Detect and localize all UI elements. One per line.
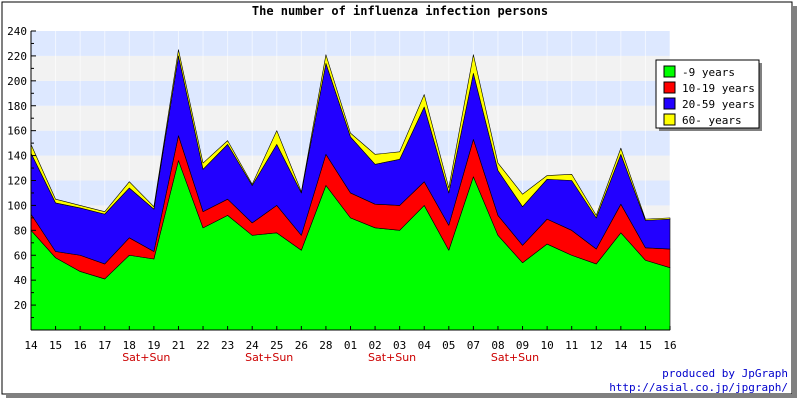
y-tick-label: 140 [7,150,27,163]
legend-swatch [663,113,676,126]
x-tick-label: 25 [270,339,283,352]
y-tick-label: 120 [7,175,27,188]
x-tick-label: 28 [319,339,332,352]
weekend-label: Sat+Sun [368,351,416,364]
weekend-label: Sat+Sun [122,351,170,364]
x-tick-label: 14 [614,339,628,352]
x-tick-label: 14 [24,339,38,352]
frame-shadow-bottom [6,394,797,398]
legend-swatch [663,65,676,78]
y-tick-label: 40 [14,274,27,287]
x-tick-label: 15 [49,339,62,352]
y-tick-label: 20 [14,299,27,312]
frame-shadow-right [793,6,797,397]
legend-label: 60- years [682,114,742,127]
x-tick-label: 17 [98,339,111,352]
y-tick-label: 220 [7,50,27,63]
x-tick-label: 23 [221,339,234,352]
credit-line-1: produced by JpGraph [662,367,788,380]
y-tick-label: 180 [7,100,27,113]
x-tick-label: 03 [393,339,406,352]
legend: -9 years 10-19 years 20-59 years 60- years [655,59,762,131]
series-area-4 [30,49,671,221]
y-tick-label: 60 [14,249,27,262]
chart-title: The number of influenza infection person… [252,4,548,18]
legend-swatch [663,81,676,94]
x-tick-label: 11 [565,339,578,352]
legend-label: -9 years [682,66,735,79]
x-tick-label: 16 [663,339,676,352]
x-tick-label: 22 [196,339,209,352]
y-tick-label: 160 [7,125,27,138]
x-tick-label: 08 [491,339,504,352]
x-tick-label: 26 [295,339,308,352]
y-tick-label: 240 [7,25,27,38]
x-tick-label: 09 [516,339,529,352]
x-tick-label: 05 [442,339,455,352]
x-tick-label: 24 [246,339,260,352]
x-tick-label: 12 [590,339,603,352]
y-tick-label: 200 [7,75,27,88]
legend-label: 20-59 years [682,98,755,111]
x-tick-label: 02 [368,339,381,352]
weekend-label: Sat+Sun [245,351,293,364]
x-tick-label: 01 [344,339,357,352]
legend-label: 10-19 years [682,82,755,95]
x-tick-label: 18 [123,339,136,352]
x-tick-label: 19 [147,339,160,352]
y-tick-label: 80 [14,224,27,237]
axes: 20 40 60 80 100 120 140 160 180 200 220 240 14 15 16 17… [7,25,677,364]
x-tick-label: 16 [74,339,87,352]
y-tick-label: 100 [7,199,27,212]
credit-line-2: http://asial.co.jp/jpgraph/ [609,381,788,394]
x-tick-label: 15 [639,339,652,352]
x-tick-label: 07 [467,339,480,352]
weekend-label: Sat+Sun [491,351,539,364]
series-areas [30,49,671,331]
x-tick-label: 04 [418,339,432,352]
legend-swatch [663,97,676,110]
x-tick-label: 10 [540,339,553,352]
x-tick-label: 21 [172,339,185,352]
